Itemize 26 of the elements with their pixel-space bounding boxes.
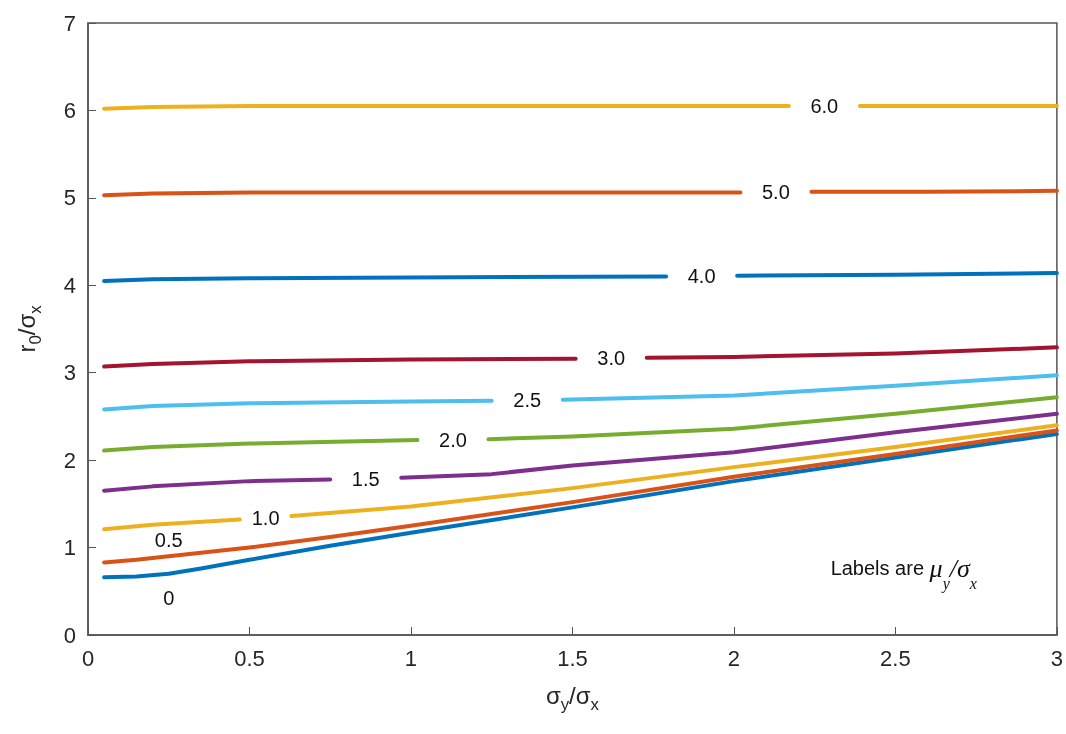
series-label: 2.0 xyxy=(439,428,467,451)
y-tick-label: 5 xyxy=(63,185,76,211)
x-tick-label: 2.5 xyxy=(880,645,911,671)
x-tick-label: 2 xyxy=(727,645,741,671)
series-label: 3.0 xyxy=(597,347,626,370)
y-axis-title: r0/σx xyxy=(12,304,45,353)
y-tick-label: 0 xyxy=(63,622,76,648)
series-label: 4.0 xyxy=(687,265,716,288)
y-tick-label: 2 xyxy=(63,447,76,473)
y-tick-label: 7 xyxy=(63,10,76,36)
x-tick-label: 1 xyxy=(404,645,418,671)
x-tick-label: 0 xyxy=(81,645,95,671)
x-tick-label: 0.5 xyxy=(234,645,265,671)
series-label: 6.0 xyxy=(810,95,839,118)
series-label: 5.0 xyxy=(762,181,790,204)
y-tick-label: 4 xyxy=(63,272,76,298)
series-label: 0.5 xyxy=(154,529,183,552)
series-label: 1.0 xyxy=(251,506,280,529)
y-tick-label: 3 xyxy=(63,360,76,386)
x-tick-label: 3 xyxy=(1050,645,1064,671)
series-label: 0 xyxy=(163,586,175,609)
series-label: 2.5 xyxy=(513,389,542,412)
y-tick-label: 6 xyxy=(63,97,76,123)
x-tick-label: 1.5 xyxy=(557,645,588,671)
series-label: 1.5 xyxy=(351,467,380,490)
y-tick-label: 1 xyxy=(63,535,76,561)
